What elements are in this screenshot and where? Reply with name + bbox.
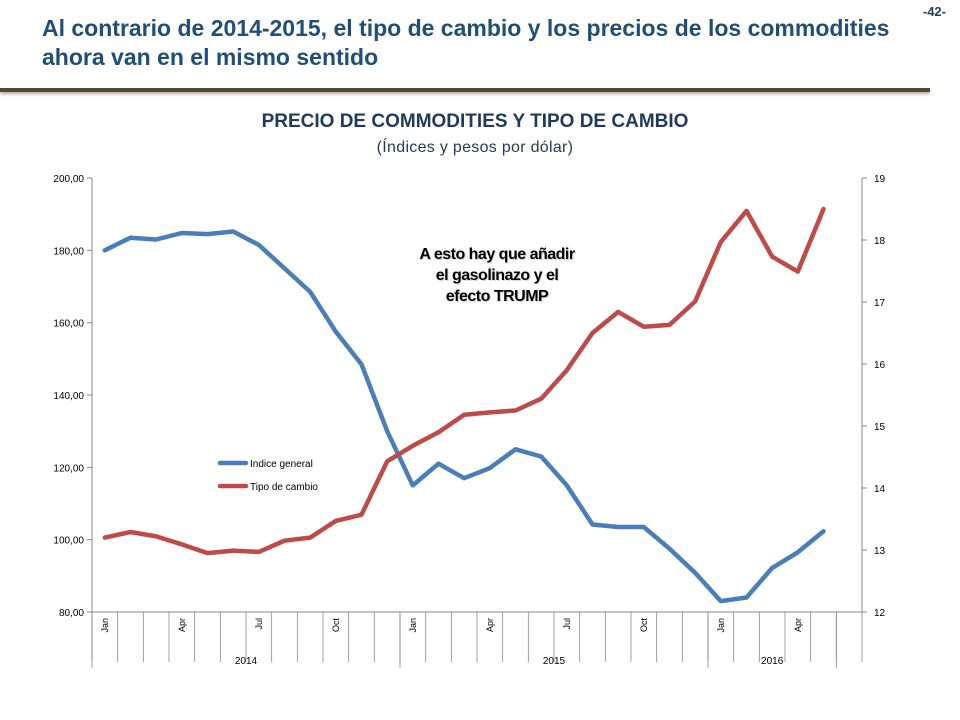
y-left-tick-label: 200,00 <box>53 174 84 185</box>
chart-axes: 80,00 100,00 120,00 140,00 160,00 180,00 200,0… <box>53 174 886 668</box>
x-month-label: Oct <box>331 618 341 633</box>
x-month-label: Jan <box>408 618 418 633</box>
x-month-label: Oct <box>639 618 649 633</box>
x-year-label: 2015 <box>543 656 566 667</box>
x-month-label: Jan <box>716 618 726 633</box>
x-month-label: Jul <box>254 618 264 630</box>
chart-series <box>102 206 826 604</box>
x-month-label: Apr <box>177 618 187 632</box>
chart-subtitle: (Índices y pesos por dólar) <box>376 139 574 156</box>
slide-title: Al contrario de 2014-2015, el tipo de ca… <box>42 15 890 70</box>
y-right-tick-label: 19 <box>874 174 886 185</box>
x-month-label: Apr <box>793 618 803 632</box>
y-right-tick-label: 15 <box>874 422 886 433</box>
x-month-label: Apr <box>485 618 495 632</box>
x-month-label: Jul <box>562 618 572 630</box>
x-year-label: 2016 <box>761 656 784 667</box>
y-right-tick-label: 14 <box>874 484 886 495</box>
x-year-label: 2014 <box>235 656 258 667</box>
legend-label: Indice general <box>250 459 313 470</box>
y-right-tick-label: 16 <box>874 360 886 371</box>
chart-annotation: A esto hay que añadir el gasolinazo y el… <box>419 246 575 305</box>
legend-label: Tipo de cambio <box>250 482 318 493</box>
title-divider <box>0 88 930 92</box>
x-month-label: Jan <box>100 618 110 633</box>
y-right-tick-label: 18 <box>874 236 886 247</box>
page-number: -42- <box>922 4 946 19</box>
y-right-tick-label: 13 <box>874 546 886 557</box>
y-right-tick-label: 12 <box>874 608 886 619</box>
y-right-tick-label: 17 <box>874 298 886 309</box>
y-left-tick-label: 160,00 <box>53 319 84 330</box>
y-left-tick-label: 120,00 <box>53 463 84 474</box>
y-left-tick-label: 140,00 <box>53 391 84 402</box>
chart-title: PRECIO DE COMMODITIES Y TIPO DE CAMBIO <box>261 111 689 132</box>
chart-legend: Indice general Tipo de cambio <box>217 459 318 493</box>
y-left-tick-label: 180,00 <box>53 246 84 257</box>
y-left-tick-label: 100,00 <box>53 536 84 547</box>
y-left-tick-label: 80,00 <box>59 608 84 619</box>
